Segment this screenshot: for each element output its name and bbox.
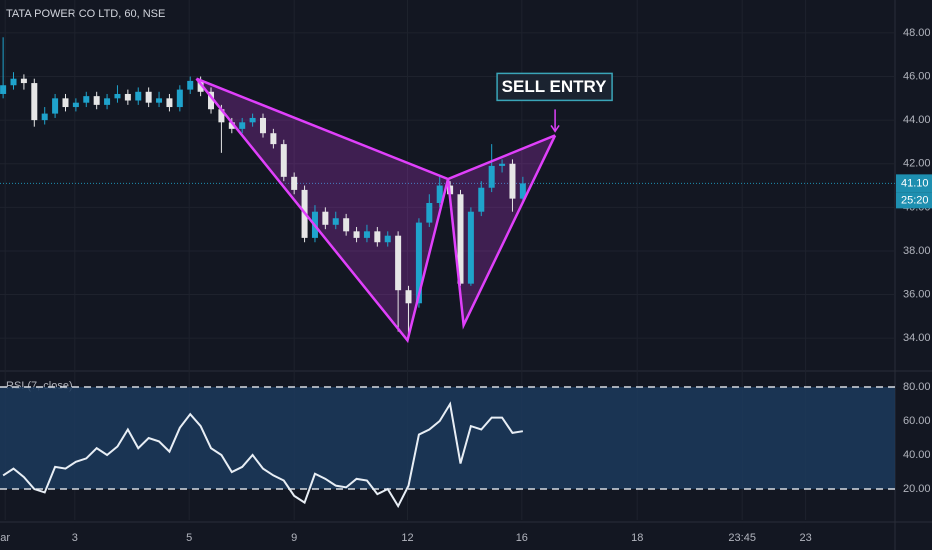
candle-body (363, 231, 370, 238)
candle-body (270, 133, 277, 145)
rsi-tick-label: 80.00 (903, 381, 931, 393)
x-tick-label: 23:45 (728, 532, 756, 544)
candle-body (124, 93, 131, 101)
candle-body (208, 91, 215, 110)
candle-body (332, 218, 339, 225)
candle-body (72, 102, 79, 108)
candle-body (415, 222, 422, 304)
y-tick-label: 42.00 (903, 158, 931, 170)
y-tick-label: 36.00 (903, 288, 931, 300)
candle-body (187, 80, 194, 90)
last-price-box (896, 174, 932, 193)
candle-body (166, 98, 173, 108)
candle-body (176, 89, 183, 108)
candle-body (114, 93, 121, 99)
x-tick-label: 9 (291, 532, 297, 544)
candle-body (135, 91, 142, 101)
y-tick-label: 38.00 (903, 245, 931, 257)
candle-body (239, 122, 246, 129)
y-tick-label: 46.00 (903, 70, 931, 82)
y-tick-label: 44.00 (903, 114, 931, 126)
candle-body (197, 80, 204, 92)
candle-body (436, 185, 443, 203)
candle-body (395, 235, 402, 291)
candle-body (499, 163, 506, 166)
x-tick-label: 5 (186, 532, 192, 544)
candle-body (457, 194, 464, 284)
x-tick-label: ar (0, 532, 10, 544)
candle-body (31, 83, 38, 121)
candle-body (509, 163, 516, 199)
candle-body (41, 113, 48, 121)
y-tick-label: 48.00 (903, 27, 931, 39)
candle-body (384, 235, 391, 243)
candle-body (20, 78, 27, 84)
rsi-tick-label: 60.00 (903, 415, 931, 427)
candle-body (353, 231, 360, 238)
y-tick-label: 34.00 (903, 332, 931, 344)
candle-body (259, 117, 266, 134)
pattern-line (196, 77, 556, 181)
candle-body (374, 231, 381, 243)
chart-title: TATA POWER CO LTD, 60, NSE (6, 8, 165, 20)
x-tick-label: 16 (516, 532, 528, 544)
candle-body (291, 176, 298, 190)
candle-body (322, 211, 329, 225)
candle-body (156, 98, 163, 103)
pattern-fill (448, 135, 556, 326)
candle-body (519, 183, 526, 199)
candle-body (0, 85, 7, 94)
annotation-box (496, 72, 613, 102)
rsi-tick-label: 20.00 (903, 483, 931, 495)
candle-body (228, 122, 235, 129)
candle-body (343, 218, 350, 232)
countdown-box (896, 192, 932, 209)
rsi-line (2, 401, 524, 509)
candle-body (10, 78, 17, 86)
candle-body (93, 96, 100, 105)
candle-body (249, 117, 256, 123)
pattern-fill (196, 78, 449, 341)
x-tick-label: 18 (631, 532, 643, 544)
rsi-band (0, 386, 895, 490)
candle-body (62, 98, 69, 108)
rsi-tick-label: 40.00 (903, 449, 931, 461)
candle-body (145, 91, 152, 103)
candle-body (488, 165, 495, 188)
candle-body (426, 202, 433, 223)
last-price-label: 41.10 (901, 177, 929, 189)
countdown-label: 25:20 (901, 194, 929, 206)
candle-body (218, 109, 225, 123)
candle-body (280, 144, 287, 177)
x-tick-label: 12 (401, 532, 413, 544)
candle-body (478, 187, 485, 212)
x-tick-label: 3 (72, 532, 78, 544)
candle-body (104, 98, 111, 105)
candle-body (405, 290, 412, 304)
x-tick-label: 23 (799, 532, 811, 544)
annotation-arrow-head (550, 124, 560, 133)
candle-body (83, 96, 90, 103)
candle-body (467, 211, 474, 284)
annotation-text: SELL ENTRY (502, 77, 608, 96)
candle-body (52, 98, 59, 114)
